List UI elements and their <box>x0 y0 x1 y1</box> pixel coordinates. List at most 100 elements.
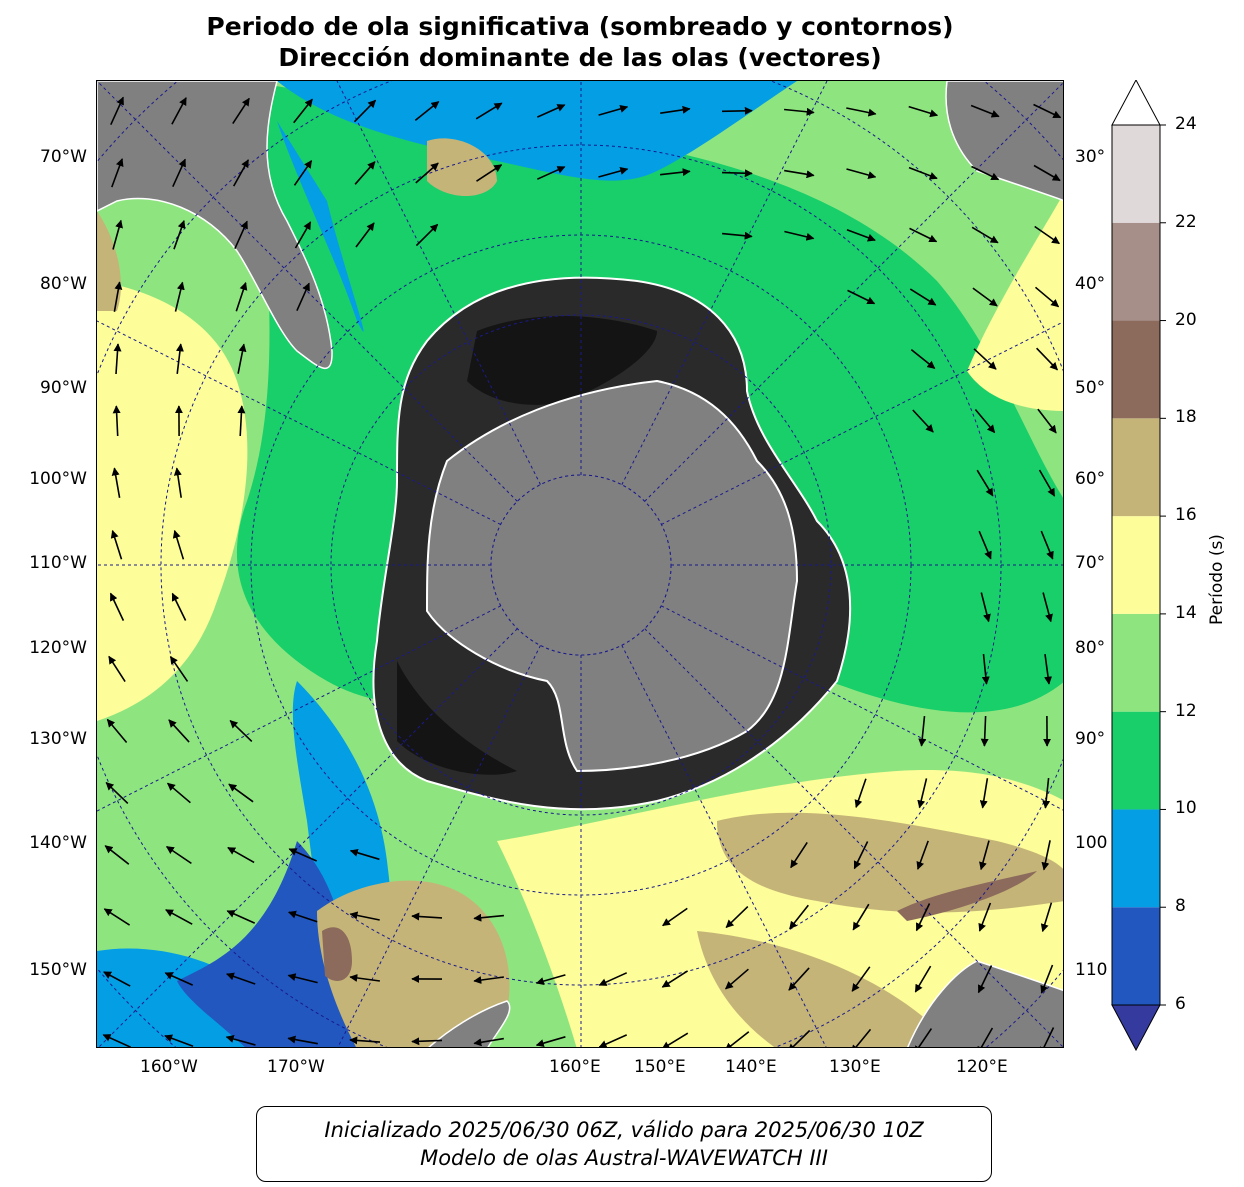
wave-vector-arrow <box>112 405 121 437</box>
wave-vector-arrow <box>850 1028 872 1047</box>
new-zealand-land <box>428 1000 511 1047</box>
wave-vector-arrow <box>288 848 318 862</box>
wave-vector-arrow <box>1036 347 1058 371</box>
wave-vector-arrow <box>233 159 249 187</box>
wave-vector-arrow <box>473 913 504 922</box>
colorbar-tick-label: 6 <box>1175 994 1186 1014</box>
wave-vector-arrow <box>169 655 189 682</box>
wave-vector-arrow <box>415 223 439 247</box>
wave-vector-arrow <box>232 97 250 125</box>
lon-label-right-3: 50° <box>1075 378 1106 398</box>
lon-label-left-8: 140°W <box>29 833 87 853</box>
wave-vector-arrow <box>598 105 629 116</box>
wave-vector-arrow <box>784 107 815 116</box>
wave-vector-arrow <box>173 220 186 250</box>
wave-vector-arrow <box>1042 592 1053 623</box>
wave-vector-arrow <box>980 592 991 623</box>
wave-vector-arrow <box>473 976 505 985</box>
period-band-16-18-northwest <box>97 138 497 311</box>
wave-vector-arrow <box>917 778 928 809</box>
wave-vector-arrow <box>974 408 996 434</box>
colorbar-frame <box>1111 124 1161 1006</box>
wave-vector-arrow <box>164 972 194 986</box>
wave-vector-arrow <box>1033 164 1061 182</box>
wave-vector-arrow <box>721 169 753 178</box>
colorbar-under-arrow <box>1111 1004 1161 1052</box>
colorbar-bin-10-12 <box>1112 711 1160 810</box>
wave-vector-arrow <box>168 719 190 743</box>
wave-vector-arrow <box>234 220 248 250</box>
wave-vector-arrow <box>104 845 130 865</box>
wave-vector-arrow <box>113 343 122 375</box>
wave-vector-arrow <box>227 846 255 864</box>
lon-label-bottom-3: 160°E <box>549 1057 601 1077</box>
wave-vector-arrow <box>293 160 313 186</box>
wave-vector-arrow <box>113 281 123 312</box>
colorbar-tick-label: 10 <box>1175 798 1197 819</box>
wave-vector-arrow <box>721 106 753 115</box>
footer-init-line: Inicializado 2025/06/30 06Z, válido para… <box>324 1118 924 1142</box>
lon-label-right-5: 70° <box>1075 553 1106 573</box>
pole-cap <box>490 474 672 656</box>
wave-vector-arrow <box>976 469 994 497</box>
wave-vector-arrow <box>598 972 628 986</box>
wave-vector-arrow <box>661 970 689 988</box>
wave-vector-arrow <box>475 102 503 120</box>
wave-vector-arrow <box>916 840 929 870</box>
wave-vector-arrow <box>175 343 184 374</box>
wave-vector-arrow <box>237 343 247 374</box>
wave-vector-arrow <box>914 965 932 993</box>
colorbar-tick-label: 14 <box>1175 602 1197 623</box>
colorbar-bin-12-14 <box>1112 613 1160 712</box>
map-canvas <box>97 81 1063 1047</box>
lon-label-bottom-4: 150°E <box>634 1057 686 1077</box>
map-panel <box>96 80 1064 1048</box>
wave-vector-arrow <box>918 716 927 747</box>
lon-label-left-2: 80°W <box>40 274 87 294</box>
lon-label-bottom-1: 160°W <box>140 1057 198 1077</box>
colorbar <box>1111 80 1166 1052</box>
lon-label-right-4: 60° <box>1075 469 1106 489</box>
wave-vector-arrow <box>1040 1027 1055 1047</box>
wave-vector-arrow <box>1034 286 1060 308</box>
wave-vector-arrow <box>724 1031 750 1047</box>
lon-label-left-3: 90°W <box>40 378 87 398</box>
colorbar-bin-20-22 <box>1112 222 1160 321</box>
wave-vector-arrow <box>165 845 192 865</box>
footer-model-line: Modelo de olas Austral-WAVEWATCH III <box>420 1146 828 1170</box>
colorbar-bin-8-10 <box>1112 809 1160 908</box>
wave-vector-arrow <box>789 904 809 930</box>
wave-vector-arrow <box>411 912 443 921</box>
wave-vector-arrow <box>235 281 248 312</box>
wave-vector-arrow <box>103 971 131 987</box>
chart-title-line-1: Periodo de ola significativa (sombreado … <box>206 12 954 41</box>
wave-vector-arrow <box>536 166 566 180</box>
lon-label-left-9: 150°W <box>29 960 87 980</box>
wave-vector-arrow <box>171 592 187 621</box>
period-band-8-10-north <box>277 81 797 332</box>
sea-ice-black <box>397 316 657 775</box>
wave-vector-arrow <box>915 903 931 932</box>
wave-vector-arrow <box>784 230 815 241</box>
wave-vector-arrow <box>981 654 990 685</box>
colorbar-bin-18-20 <box>1112 320 1160 419</box>
wave-vector-arrow <box>106 718 128 744</box>
chart-title-line-2: Dirección dominante de las olas (vectore… <box>278 43 882 72</box>
wave-vector-arrow <box>978 902 992 932</box>
lon-label-right-9: 110 <box>1075 960 1108 980</box>
colorbar-tick-label: 16 <box>1175 505 1197 526</box>
lon-label-bottom-2: 170°W <box>267 1057 325 1077</box>
colorbar-tick-label: 8 <box>1175 896 1186 917</box>
lon-label-bottom-6: 130°E <box>829 1057 881 1077</box>
wave-vector-arrow <box>174 281 185 312</box>
wave-vector-arrow <box>1034 225 1060 245</box>
wave-vector-arrow <box>173 467 182 498</box>
wave-vector-arrow <box>908 105 939 118</box>
colorbar-bin-22-24 <box>1112 125 1160 223</box>
wave-vector-arrow <box>349 848 380 861</box>
wave-vector-arrow <box>111 467 121 498</box>
wave-vector-arrow <box>724 968 749 990</box>
lon-label-left-4: 100°W <box>29 469 87 489</box>
wave-vector-arrow <box>294 221 312 249</box>
wave-vector-arrow <box>1033 103 1062 119</box>
